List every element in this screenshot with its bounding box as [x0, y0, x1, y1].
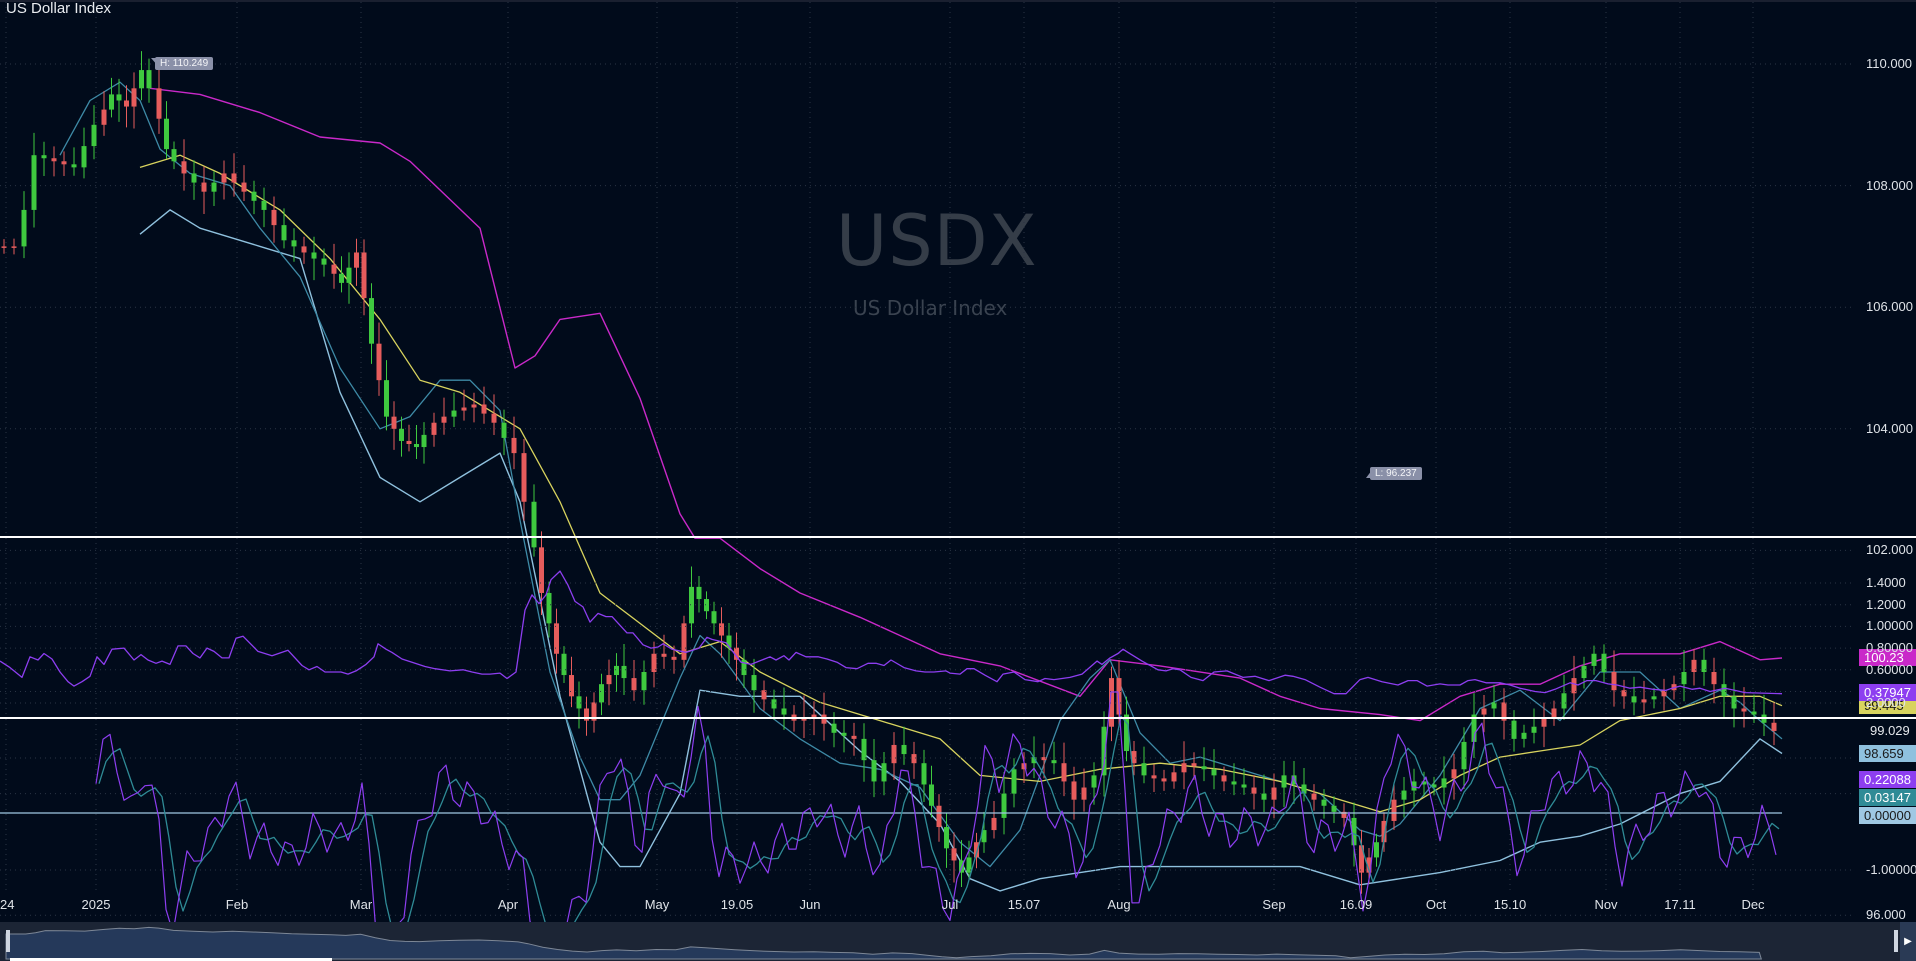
time-axis-label: Jul: [941, 897, 959, 912]
time-axis-label: 24: [0, 897, 15, 912]
time-axis-label: Mar: [349, 897, 373, 912]
indicator2-axis-tick: 2.0000: [1866, 695, 1906, 710]
upper-band-value-tag: 100.23: [1859, 649, 1916, 667]
time-axis-label: May: [644, 897, 670, 912]
price-axis-tick: 102.000: [1866, 542, 1913, 558]
oscillator-zero-value-tag: 0.00000: [1859, 807, 1916, 824]
high-price-label: H: 110.249: [155, 57, 214, 70]
time-axis-label: 16.09: [1339, 897, 1373, 912]
oscillator-fast-value-tag: 0.22088: [1859, 771, 1916, 788]
navigator-left-handle[interactable]: [6, 930, 10, 952]
low-price-label: L: 96.237: [1370, 467, 1422, 480]
last-price-value-tag: 99.029: [1870, 723, 1910, 739]
navigator-series: [5, 926, 1762, 960]
time-axis-label: 15.07: [1007, 897, 1041, 912]
indicator1-axis-tick: 1.00000: [1866, 618, 1913, 634]
navigator-scrollbar[interactable]: [10, 958, 332, 961]
indicator1-axis-tick: 0.60000: [1866, 661, 1913, 677]
indicator2-axis-tick: -1.00000: [1866, 862, 1916, 877]
time-axis-label: Aug: [1107, 897, 1131, 912]
time-axis-label: 19.05: [720, 897, 754, 912]
navigator-scroll-right-button[interactable]: ▶: [1900, 922, 1916, 961]
price-axis-tick: 108.000: [1866, 177, 1913, 193]
pane-separator-2[interactable]: [0, 717, 1916, 719]
time-axis-label: Nov: [1594, 897, 1618, 912]
indicator1-value-tag: 0.37947: [1859, 684, 1916, 701]
time-axis-label: Dec: [1741, 897, 1765, 912]
price-axis-tick: 110.000: [1866, 56, 1913, 71]
time-axis-label: 2025: [81, 897, 111, 912]
chart-title: US Dollar Index: [6, 0, 112, 17]
navigator-bar[interactable]: [0, 922, 1916, 961]
time-axis-label: Apr: [497, 897, 519, 912]
indicator1-axis-tick: 1.4000: [1866, 575, 1906, 590]
oscillator-signal-value-tag: 0.03147: [1859, 789, 1916, 806]
chevron-right-icon: ▶: [1904, 936, 1912, 947]
time-axis-label: Feb: [225, 897, 249, 912]
price-axis-tick: 104.000: [1866, 420, 1913, 436]
time-axis-label: 17.11: [1664, 897, 1696, 912]
top-border: [0, 0, 1916, 2]
indicator1-axis-tick: 1.2000: [1866, 596, 1906, 612]
lower-band-value-tag: 98.659: [1859, 744, 1916, 762]
navigator-right-handle[interactable]: [1894, 930, 1898, 952]
indicator1-axis-tick: 0.80000: [1866, 640, 1913, 656]
symbol-watermark: USDX: [836, 200, 1038, 282]
pane-separator-1[interactable]: [0, 536, 1916, 538]
time-axis-label: 15.10: [1493, 897, 1527, 912]
time-axis-label: Jun: [799, 897, 821, 912]
price-axis-tick: 106.000: [1866, 299, 1913, 315]
symbol-name-watermark: US Dollar Index: [853, 296, 1008, 320]
time-axis-label: Oct: [1425, 897, 1447, 912]
price-axis-tick: 96.000: [1866, 907, 1906, 923]
time-axis-label: Sep: [1262, 897, 1286, 912]
